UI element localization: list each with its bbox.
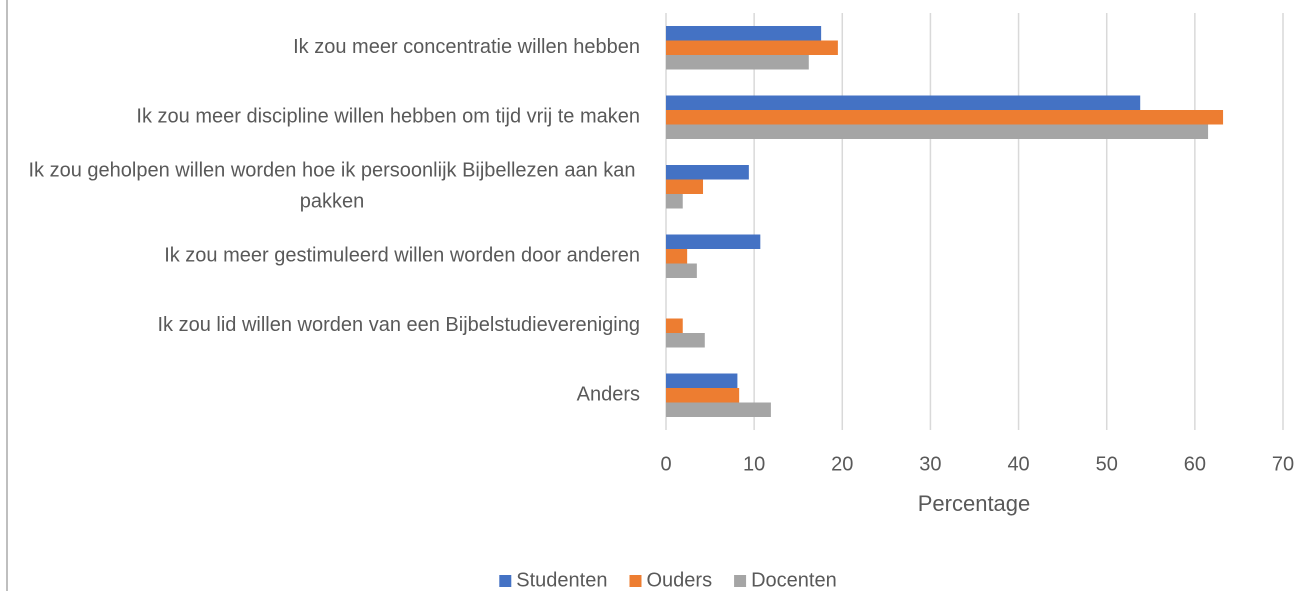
x-tick-label: 60 xyxy=(1184,453,1206,475)
bar xyxy=(666,179,704,194)
bar xyxy=(666,333,705,348)
y-tick-label: Ik zou meer discipline willen hebben om … xyxy=(136,106,640,128)
legend-swatch xyxy=(629,575,642,587)
legend-label: Ouders xyxy=(646,569,712,591)
y-tick-label: Ik zou geholpen willen worden hoe ik per… xyxy=(28,160,635,213)
y-tick-label: Ik zou lid willen worden van een Bijbels… xyxy=(157,314,640,336)
y-tick-label: Ik zou meer concentratie willen hebben xyxy=(293,36,640,58)
bar xyxy=(666,234,761,249)
x-tick-label: 0 xyxy=(660,453,671,475)
x-tick-label: 40 xyxy=(1007,453,1029,475)
legend-swatch xyxy=(499,575,512,587)
legend-label: Docenten xyxy=(751,569,837,591)
legend-swatch xyxy=(734,575,747,587)
x-axis-title: Percentage xyxy=(918,491,1031,516)
x-tick-label: 30 xyxy=(919,453,941,475)
x-tick-label: 10 xyxy=(743,453,765,475)
legend: Studenten Ouders Docenten xyxy=(499,569,837,591)
bar xyxy=(666,55,809,70)
bar xyxy=(666,249,688,264)
bar xyxy=(666,110,1224,125)
bar xyxy=(666,165,749,180)
x-tick-label: 70 xyxy=(1272,453,1294,475)
x-tick-label: 50 xyxy=(1096,453,1118,475)
bar xyxy=(666,402,771,417)
bar xyxy=(666,318,683,333)
bar xyxy=(666,263,697,278)
y-tick-label: Anders xyxy=(577,384,640,406)
bar xyxy=(666,373,738,388)
bar xyxy=(666,26,822,41)
bar xyxy=(666,95,1141,110)
x-tick-label: 20 xyxy=(831,453,853,475)
legend-label: Studenten xyxy=(516,569,607,591)
bar xyxy=(666,40,838,55)
bar xyxy=(666,194,683,209)
bar xyxy=(666,388,740,403)
y-tick-label: Ik zou meer gestimuleerd willen worden d… xyxy=(164,245,640,267)
bar xyxy=(666,124,1209,139)
